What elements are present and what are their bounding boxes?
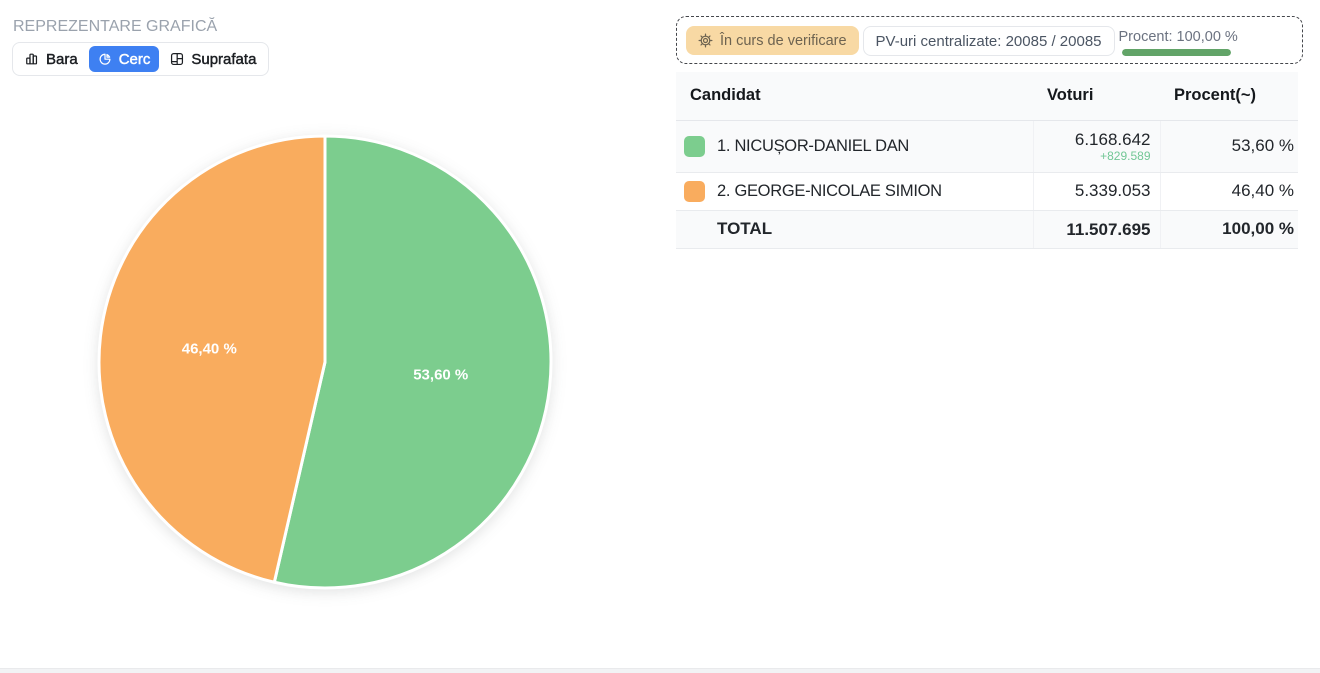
progress-bar bbox=[1121, 49, 1231, 56]
gear-icon bbox=[698, 33, 713, 48]
pie-slice-label: 53,60 % bbox=[413, 367, 468, 384]
table-row: 1. NICUȘOR-DANIEL DAN 6.168.642 +829.589… bbox=[676, 120, 1298, 173]
tab-suprafata-label: Suprafata bbox=[191, 50, 257, 68]
pv-counter-label: PV-uri centralizate: 20085 / 20085 bbox=[875, 32, 1102, 50]
tab-suprafata[interactable]: Suprafata bbox=[161, 46, 265, 72]
total-percent: 100,00 % bbox=[1159, 210, 1298, 249]
candidate-name: 2. GEORGE-NICOLAE SIMION bbox=[717, 181, 942, 200]
candidate-color-swatch bbox=[684, 180, 705, 202]
col-header-candidat: Candidat bbox=[676, 72, 1033, 121]
progress-bar-fill bbox=[1121, 49, 1231, 56]
percent-label: Procent: 100,00 % bbox=[1118, 29, 1238, 45]
candidate-color-swatch bbox=[684, 135, 705, 157]
tab-cerc-label: Cerc bbox=[118, 50, 151, 68]
table-total-row: TOTAL 11.507.695 100,00 % bbox=[676, 210, 1298, 249]
candidate-votes: 6.168.642 bbox=[1074, 129, 1151, 149]
col-header-procent: Procent(~) bbox=[1160, 72, 1298, 121]
chart-type-tabs: Bara Cerc Suprafata bbox=[12, 42, 270, 76]
candidate-votes-diff: +829.589 bbox=[1100, 148, 1151, 163]
percent-block: Procent: 100,00 % bbox=[1119, 26, 1238, 56]
page-title: REPREZENTARE GRAFICĂ bbox=[13, 18, 218, 35]
treemap-icon bbox=[170, 52, 184, 66]
pie-chart-icon bbox=[98, 52, 112, 66]
table-header-row: Candidat Voturi Procent(~) bbox=[676, 72, 1298, 121]
status-badge-label: În curs de verificare bbox=[720, 32, 847, 49]
tab-cerc[interactable]: Cerc bbox=[88, 46, 160, 72]
candidate-percent: 46,40 % bbox=[1159, 172, 1298, 211]
status-bar: În curs de verificare PV-uri centralizat… bbox=[676, 16, 1303, 64]
col-header-voturi: Voturi bbox=[1033, 72, 1160, 121]
pie-slice-label: 46,40 % bbox=[182, 340, 237, 357]
candidate-name: 1. NICUȘOR-DANIEL DAN bbox=[717, 136, 910, 155]
pv-counter: PV-uri centralizate: 20085 / 20085 bbox=[862, 26, 1115, 56]
pie-slice[interactable] bbox=[97, 134, 327, 584]
candidate-votes: 5.339.053 bbox=[1074, 181, 1151, 200]
tab-bara-label: Bara bbox=[46, 50, 78, 68]
total-label: TOTAL bbox=[676, 210, 1033, 249]
results-table: Candidat Voturi Procent(~) 1. NICUȘOR-DA… bbox=[676, 72, 1298, 249]
total-votes: 11.507.695 bbox=[1032, 210, 1160, 249]
tab-bara[interactable]: Bara bbox=[16, 46, 87, 72]
status-badge: În curs de verificare bbox=[686, 26, 859, 55]
candidate-percent: 53,60 % bbox=[1159, 120, 1298, 173]
pie-slice[interactable] bbox=[272, 134, 553, 590]
pie-chart: 53,60 % 46,40 % bbox=[75, 112, 575, 612]
bar-chart-icon bbox=[25, 52, 39, 66]
footer-strip bbox=[0, 668, 1320, 673]
table-row: 2. GEORGE-NICOLAE SIMION 5.339.053 46,40… bbox=[676, 172, 1298, 211]
